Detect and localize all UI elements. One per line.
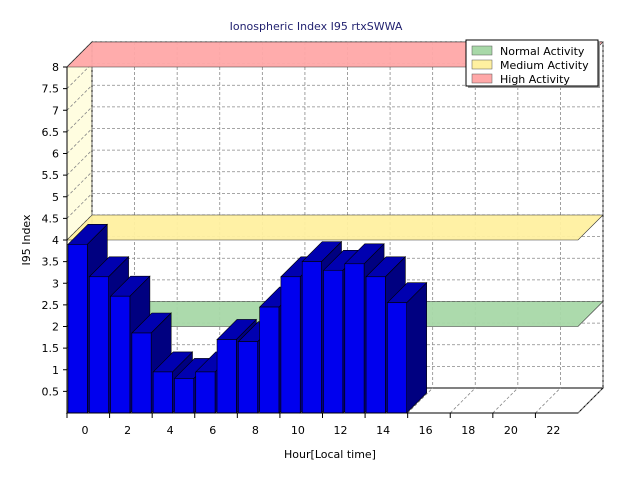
grid-line-y-side [66,63,93,89]
grid-line-y-side [66,149,93,176]
grid-line-y-side [66,193,93,219]
chart-title: Ionospheric Index I95 rtxSWWA [230,20,403,33]
bar-front [259,306,280,414]
y-tick-label: 1 [52,364,59,377]
bar-front [67,244,88,414]
grid-line-y-side [66,106,93,133]
y-axis-label: I95 Index [20,214,33,266]
x-tick-label: 18 [461,424,475,437]
bar-front [365,276,386,414]
legend-swatch [471,45,493,56]
grid-line-x-floor [492,387,519,414]
x-tick-label: 22 [546,424,560,437]
bar-front [280,276,301,414]
bar-front [344,263,365,414]
x-tick-label: 8 [252,424,259,437]
bar-front [88,276,109,414]
grid-line-y-side [66,84,93,111]
legend-label: High Activity [500,73,570,86]
y-tick-label: 2 [52,321,59,334]
bar [386,281,428,414]
y-tick-label: 7.5 [42,83,60,96]
activity-band [66,214,604,241]
grid-line-x-floor [577,387,604,414]
bar-front [131,332,152,414]
y-tick-label: 6.5 [42,126,60,139]
y-tick-label: 2.5 [42,299,60,312]
grid-line-x-floor [535,387,561,414]
legend-swatch [471,73,493,84]
y-tick-label: 8 [52,61,59,74]
grid-line-y-side [66,128,93,154]
y-tick-label: 5.5 [42,169,60,182]
x-tick-label: 4 [167,424,174,437]
x-tick-label: 16 [419,424,433,437]
bar-side [406,281,427,414]
x-tick-label: 20 [504,424,518,437]
y-tick-label: 7 [52,104,59,117]
grid-line-y-side [66,171,93,198]
bar-front [301,261,322,414]
bar-front [238,341,258,414]
x-tick-label: 0 [82,424,89,437]
grid-line-x-floor [449,387,476,414]
bar-front [152,371,173,414]
bar-front [110,295,131,414]
y-tick-label: 0.5 [42,385,60,398]
x-axis-label: Hour[Local time] [284,448,376,461]
bar-front [195,371,216,414]
legend-swatch [471,59,493,70]
axes: 0.5 1 1.5 2 2.5 3 3.5 4 4.5 5 5.5 6 6.5 7 7.5 8 0 2 4 6 8 10 1… [42,61,578,437]
y-tick-label: 5 [52,191,59,204]
y-tick-label: 4 [52,234,59,247]
x-tick-label: 10 [291,424,305,437]
y-tick-label: 3.5 [42,256,60,269]
legend-label: Medium Activity [500,59,589,72]
bar-front [174,378,195,414]
x-tick-label: 2 [124,424,131,437]
legend-label: Normal Activity [500,45,585,58]
bar-front [387,302,407,414]
y-tick-label: 1.5 [42,342,60,355]
bars [67,223,428,414]
grid-line-x-floor [407,387,433,414]
bar-front [216,339,237,414]
x-tick-label: 12 [334,424,348,437]
y-tick-label: 3 [52,277,59,290]
y-tick-label: 4.5 [42,212,60,225]
x-tick-label: 14 [376,424,390,437]
bar-front [323,269,344,414]
x-tick-label: 6 [209,424,216,437]
y-tick-label: 6 [52,148,59,161]
